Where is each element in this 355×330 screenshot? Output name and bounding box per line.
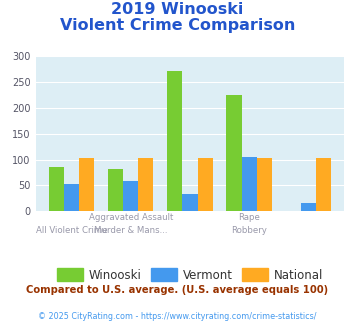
Bar xyxy=(167,71,182,211)
Bar xyxy=(316,158,331,211)
Text: All Violent Crime: All Violent Crime xyxy=(36,226,108,235)
Text: Violent Crime Comparison: Violent Crime Comparison xyxy=(60,18,295,33)
Text: Murder & Mans...: Murder & Mans... xyxy=(94,226,168,235)
Legend: Winooski, Vermont, National: Winooski, Vermont, National xyxy=(52,264,328,286)
Bar xyxy=(226,95,241,211)
Bar xyxy=(241,157,257,211)
Bar xyxy=(108,169,123,211)
Text: © 2025 CityRating.com - https://www.cityrating.com/crime-statistics/: © 2025 CityRating.com - https://www.city… xyxy=(38,312,317,321)
Bar xyxy=(257,158,272,211)
Bar xyxy=(79,158,94,211)
Text: Rape: Rape xyxy=(238,213,260,222)
Text: 2019 Winooski: 2019 Winooski xyxy=(111,2,244,16)
Text: Aggravated Assault: Aggravated Assault xyxy=(88,213,173,222)
Bar xyxy=(49,167,64,211)
Bar xyxy=(197,158,213,211)
Bar xyxy=(64,184,79,211)
Text: Robbery: Robbery xyxy=(231,226,267,235)
Bar xyxy=(182,194,197,211)
Text: Compared to U.S. average. (U.S. average equals 100): Compared to U.S. average. (U.S. average … xyxy=(26,285,329,295)
Bar xyxy=(138,158,153,211)
Bar xyxy=(301,203,316,211)
Bar xyxy=(123,181,138,211)
